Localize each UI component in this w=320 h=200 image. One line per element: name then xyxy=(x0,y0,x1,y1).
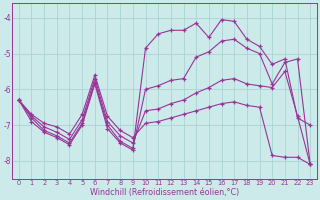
X-axis label: Windchill (Refroidissement éolien,°C): Windchill (Refroidissement éolien,°C) xyxy=(90,188,239,197)
